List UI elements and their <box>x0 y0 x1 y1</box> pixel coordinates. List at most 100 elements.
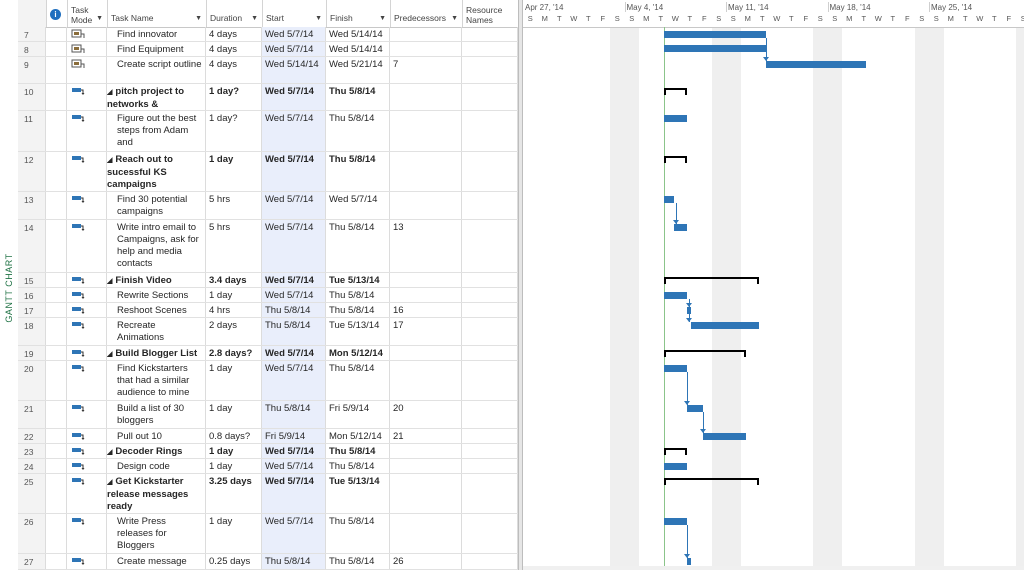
summary-bar[interactable] <box>664 448 687 455</box>
predecessors-cell[interactable] <box>390 84 462 110</box>
finish-cell[interactable]: Thu 5/8/14 <box>326 220 390 272</box>
indicators-cell[interactable] <box>46 111 67 151</box>
task-mode-cell[interactable] <box>67 27 107 41</box>
indicators-cell[interactable] <box>46 220 67 272</box>
indicators-cell[interactable] <box>46 318 67 345</box>
indicators-header[interactable]: i <box>46 0 68 27</box>
duration-cell[interactable]: 4 days <box>206 57 262 83</box>
resource-names-cell[interactable] <box>462 42 518 56</box>
resource-names-cell[interactable] <box>462 401 518 428</box>
summary-task-row[interactable]: 19 ◢ Build Blogger List 2.8 days? Wed 5/7/14… <box>18 346 518 361</box>
finish-header[interactable]: Finish ▼ <box>326 0 391 27</box>
finish-cell[interactable]: Wed 5/14/14 <box>326 27 390 41</box>
task-name-cell[interactable]: Pull out 10 <box>107 429 206 443</box>
predecessors-cell[interactable] <box>390 273 462 287</box>
indicators-cell[interactable] <box>46 303 67 317</box>
predecessors-cell[interactable] <box>390 361 462 400</box>
collapse-arrow-icon[interactable]: ◢ <box>107 351 113 358</box>
summary-task-row[interactable]: 23 ◢ Decoder Rings 1 day Wed 5/7/14 Thu 5/8/1… <box>18 444 518 459</box>
task-mode-cell[interactable] <box>67 303 107 317</box>
predecessors-header[interactable]: Predecessors ▼ <box>390 0 463 27</box>
indicators-cell[interactable] <box>46 346 67 360</box>
task-bar[interactable] <box>687 405 703 412</box>
collapse-arrow-icon[interactable]: ◢ <box>107 449 113 456</box>
filter-dropdown-icon[interactable]: ▼ <box>451 15 458 22</box>
row-number-cell[interactable]: 20 <box>18 361 46 400</box>
task-mode-cell[interactable] <box>67 152 107 191</box>
resource-names-cell[interactable] <box>462 429 518 443</box>
indicators-cell[interactable] <box>46 273 67 287</box>
predecessors-cell[interactable] <box>390 459 462 473</box>
summary-task-row[interactable]: 10 ◢ pitch project to networks & 1 day? Wed … <box>18 84 518 111</box>
task-row[interactable]: 20 Find Kickstarters that had a similar a… <box>18 361 518 401</box>
indicators-cell[interactable] <box>46 57 67 83</box>
task-bar[interactable] <box>664 292 687 299</box>
start-cell[interactable]: Wed 5/7/14 <box>262 220 326 272</box>
task-mode-cell[interactable] <box>67 361 107 400</box>
indicators-cell[interactable] <box>46 459 67 473</box>
task-name-cell[interactable]: Write intro email to Campaigns, ask for … <box>107 220 206 272</box>
finish-cell[interactable]: Fri 5/9/14 <box>326 401 390 428</box>
view-splitter[interactable] <box>518 0 523 570</box>
task-row[interactable]: 8 Find Equipment 4 days Wed 5/7/14 Wed 5/14/… <box>18 42 518 57</box>
filter-dropdown-icon[interactable]: ▼ <box>96 15 103 22</box>
resource-names-cell[interactable] <box>462 474 518 513</box>
task-name-header[interactable]: Task Name ▼ <box>107 0 207 27</box>
task-row[interactable]: 11 Figure out the best steps from Adam an… <box>18 111 518 152</box>
task-name-cell[interactable]: Recreate Animations <box>107 318 206 345</box>
start-cell[interactable]: Wed 5/7/14 <box>262 84 326 110</box>
resource-names-cell[interactable] <box>462 220 518 272</box>
finish-cell[interactable]: Thu 5/8/14 <box>326 444 390 458</box>
task-bar[interactable] <box>703 433 746 440</box>
task-row[interactable]: 26 Write Press releases for Bloggers 1 day… <box>18 514 518 554</box>
task-row[interactable]: 24 Design code 1 day Wed 5/7/14 Thu 5/8/14 <box>18 459 518 474</box>
task-mode-cell[interactable] <box>67 192 107 219</box>
task-bar[interactable] <box>674 224 687 231</box>
finish-cell[interactable]: Tue 5/13/14 <box>326 474 390 513</box>
task-row[interactable]: 21 Build a list of 30 bloggers 1 day Thu 5/… <box>18 401 518 429</box>
summary-bar[interactable] <box>664 350 746 357</box>
duration-cell[interactable]: 4 days <box>206 27 262 41</box>
indicators-cell[interactable] <box>46 514 67 553</box>
row-number-cell[interactable]: 10 <box>18 84 46 110</box>
finish-cell[interactable]: Wed 5/7/14 <box>326 192 390 219</box>
task-row[interactable]: 22 Pull out 10 0.8 days? Fri 5/9/14 Mon 5/12… <box>18 429 518 444</box>
duration-cell[interactable]: 1 day <box>206 459 262 473</box>
start-cell[interactable]: Wed 5/7/14 <box>262 514 326 553</box>
task-row[interactable]: 17 Reshoot Scenes 4 hrs Thu 5/8/14 Thu 5/8/1… <box>18 303 518 318</box>
start-cell[interactable]: Thu 5/8/14 <box>262 318 326 345</box>
indicators-cell[interactable] <box>46 152 67 191</box>
start-cell[interactable]: Wed 5/7/14 <box>262 346 326 360</box>
task-mode-cell[interactable] <box>67 346 107 360</box>
finish-cell[interactable]: Thu 5/8/14 <box>326 361 390 400</box>
summary-bar[interactable] <box>664 88 687 95</box>
predecessors-cell[interactable]: 16 <box>390 303 462 317</box>
predecessors-cell[interactable]: 26 <box>390 554 462 569</box>
row-number-cell[interactable]: 16 <box>18 288 46 302</box>
duration-header[interactable]: Duration ▼ <box>206 0 263 27</box>
row-number-cell[interactable]: 25 <box>18 474 46 513</box>
finish-cell[interactable]: Thu 5/8/14 <box>326 84 390 110</box>
task-mode-cell[interactable] <box>67 111 107 151</box>
start-cell[interactable]: Wed 5/7/14 <box>262 444 326 458</box>
resource-names-cell[interactable] <box>462 288 518 302</box>
filter-dropdown-icon[interactable]: ▼ <box>251 15 258 22</box>
start-cell[interactable]: Thu 5/8/14 <box>262 401 326 428</box>
summary-bar[interactable] <box>664 277 759 284</box>
task-mode-cell[interactable] <box>67 288 107 302</box>
duration-cell[interactable]: 4 hrs <box>206 303 262 317</box>
task-mode-cell[interactable] <box>67 459 107 473</box>
row-number-cell[interactable]: 14 <box>18 220 46 272</box>
task-bar[interactable] <box>664 31 766 38</box>
task-mode-cell[interactable] <box>67 318 107 345</box>
indicators-cell[interactable] <box>46 27 67 41</box>
summary-task-row[interactable]: 25 ◢ Get Kickstarter release messages read… <box>18 474 518 514</box>
summary-task-row[interactable]: 12 ◢ Reach out to sucessful KS campaigns 1 … <box>18 152 518 192</box>
predecessors-cell[interactable] <box>390 474 462 513</box>
duration-cell[interactable]: 1 day? <box>206 111 262 151</box>
row-number-cell[interactable]: 27 <box>18 554 46 569</box>
resource-names-cell[interactable] <box>462 57 518 83</box>
predecessors-cell[interactable] <box>390 514 462 553</box>
resource-names-cell[interactable] <box>462 346 518 360</box>
start-cell[interactable]: Thu 5/8/14 <box>262 554 326 569</box>
